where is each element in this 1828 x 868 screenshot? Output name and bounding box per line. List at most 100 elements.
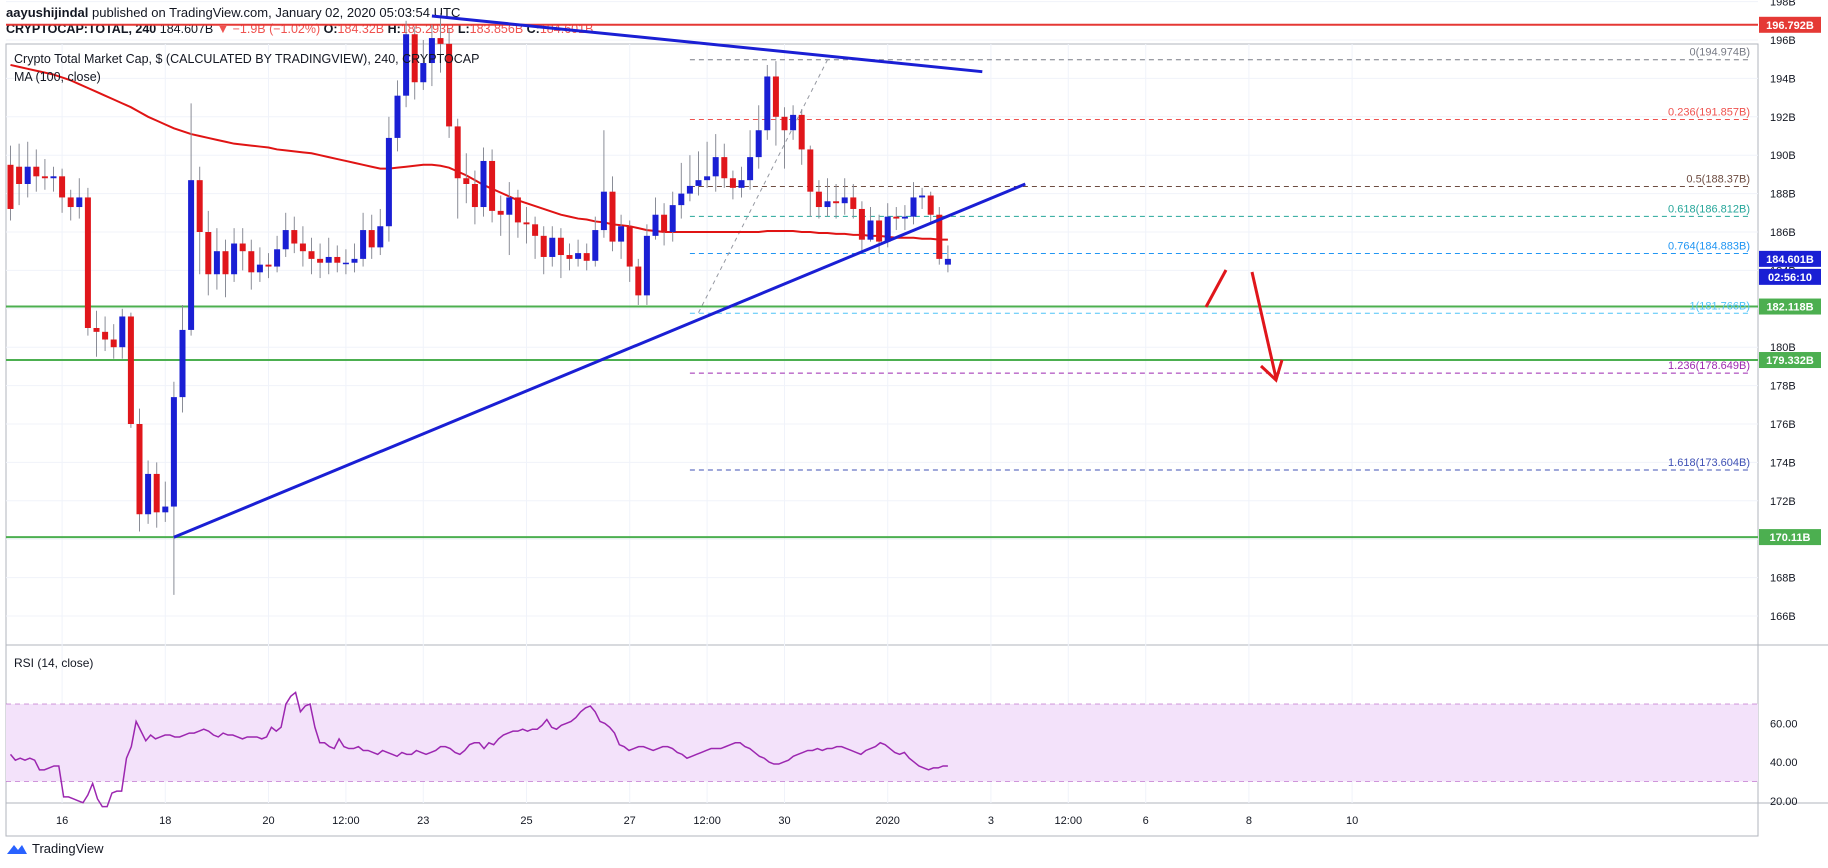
price-tick: 176B <box>1770 419 1796 431</box>
candle-up <box>179 329 186 398</box>
time-tick: 6 <box>1143 815 1149 827</box>
candle-down <box>334 256 341 263</box>
candle-up <box>643 235 650 296</box>
countdown-label: 02:56:10 <box>1768 272 1812 284</box>
candle-down <box>850 197 857 209</box>
candle-up <box>428 38 435 64</box>
candle-up <box>480 160 487 208</box>
candle-up <box>342 262 349 265</box>
candle-up <box>50 176 57 179</box>
time-tick: 2020 <box>875 815 899 827</box>
candle-down <box>446 43 453 127</box>
candle-up <box>420 63 427 83</box>
price-tick: 186B <box>1770 227 1796 239</box>
candle-down <box>833 201 840 204</box>
candle-up <box>592 230 599 261</box>
time-tick: 12:00 <box>332 815 360 827</box>
footer-brand[interactable]: TradingView <box>32 841 104 856</box>
price-tick: 166B <box>1770 611 1796 623</box>
price-tag <box>1759 250 1821 267</box>
fib-label: 1.236(178.649B) <box>1668 360 1750 372</box>
countdown-tag <box>1759 268 1821 285</box>
time-tick: 16 <box>56 815 68 827</box>
candle-down <box>265 264 272 267</box>
candle-down <box>463 178 470 184</box>
candle-down <box>540 235 547 257</box>
candle-down <box>858 208 865 240</box>
price-tick: 168B <box>1770 573 1796 585</box>
time-tick: 23 <box>417 815 429 827</box>
candle-down <box>93 328 100 332</box>
candle-down <box>102 331 109 340</box>
price-tag <box>1759 16 1821 33</box>
candle-down <box>927 195 934 215</box>
candle-up <box>669 205 676 232</box>
candle-up <box>351 258 358 263</box>
candle-up <box>162 506 169 513</box>
low-label: L: <box>457 22 470 36</box>
candle-up <box>790 114 797 131</box>
candle-down <box>205 232 212 275</box>
price-tag-label: 182.118B <box>1766 302 1813 314</box>
rsi-tick: 20.00 <box>1770 796 1798 808</box>
candle-up <box>824 201 831 208</box>
candle-up <box>24 166 31 184</box>
price-tick: 172B <box>1770 496 1796 508</box>
price-tick: 180B <box>1770 342 1796 354</box>
candle-up <box>282 230 289 250</box>
fib-label: 1(181.766B) <box>1689 300 1750 312</box>
candle-down <box>661 214 668 232</box>
candle-down <box>635 266 642 296</box>
candle-down <box>532 224 539 236</box>
price-tag-label: 170.11B <box>1770 532 1811 544</box>
time-tick: 18 <box>159 815 171 827</box>
candle-up <box>704 176 711 181</box>
candle-down <box>196 180 203 232</box>
candle-up <box>764 76 771 131</box>
candle-down <box>729 178 736 188</box>
time-tick: 25 <box>520 815 532 827</box>
candle-down <box>471 184 478 208</box>
candle-down <box>136 424 143 515</box>
candle-down <box>936 214 943 259</box>
candle-up <box>170 397 177 507</box>
candle-up <box>385 137 392 227</box>
chart-title: Crypto Total Market Cap, $ (CALCULATED B… <box>14 52 479 66</box>
candle-down <box>127 316 134 424</box>
candle-up <box>678 193 685 206</box>
candle-up <box>867 220 874 240</box>
candle-up <box>618 226 625 242</box>
candle-down <box>437 38 444 44</box>
candle-down <box>299 243 306 252</box>
candle-up <box>549 237 556 257</box>
moving-average <box>10 63 948 241</box>
candle-down <box>557 237 564 256</box>
candle-down <box>291 230 298 244</box>
candle-down <box>721 157 728 179</box>
candle-down <box>876 220 883 242</box>
price-tag-label: 196.792B <box>1766 20 1814 32</box>
time-tick: 12:00 <box>1055 815 1083 827</box>
candle-up <box>919 195 926 198</box>
candle-down <box>248 251 255 273</box>
rsi-line <box>9 691 948 808</box>
candle-up <box>841 197 848 204</box>
price-tag <box>1759 352 1821 369</box>
price-tick: 192B <box>1770 112 1796 124</box>
candle-down <box>7 164 14 209</box>
author-name[interactable]: aayushijindal <box>6 5 89 20</box>
trendlines <box>173 14 1026 539</box>
candle-down <box>16 166 23 184</box>
candle-down <box>59 176 66 198</box>
candle-down <box>626 226 633 267</box>
candle-up <box>213 251 220 275</box>
candle-up <box>145 473 152 515</box>
candle-up <box>901 216 908 219</box>
candle-down <box>514 197 521 223</box>
candle-up <box>377 226 384 248</box>
candle-down <box>84 197 91 328</box>
time-tick: 12:00 <box>693 815 721 827</box>
candle-down <box>67 197 74 208</box>
candle-up <box>403 34 410 96</box>
